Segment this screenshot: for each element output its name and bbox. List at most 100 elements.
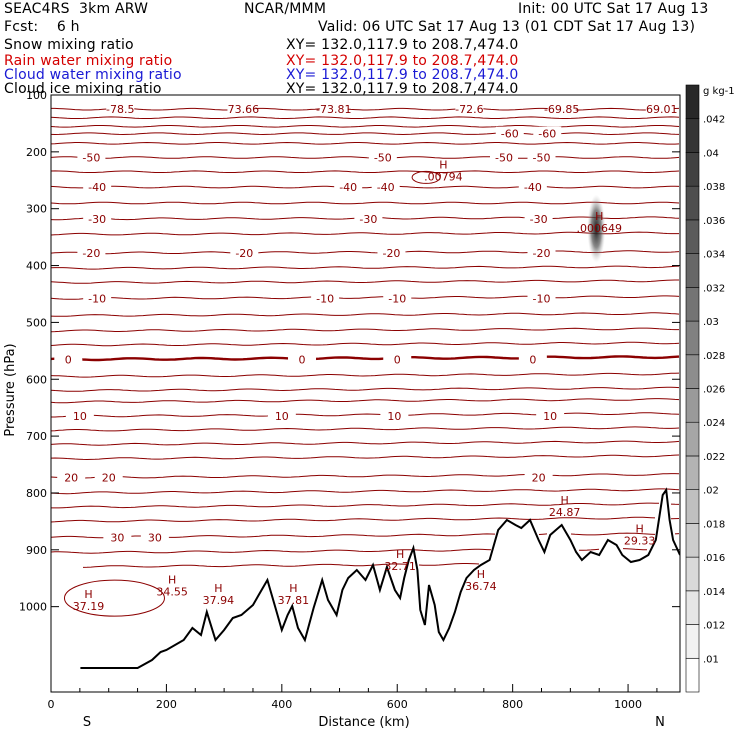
contour-label-bg: [106, 102, 135, 116]
contour-label: -78.5: [106, 103, 134, 116]
isotherm-665: [51, 412, 680, 418]
contour-label-bg: [319, 102, 348, 116]
contour-label-bg: [368, 150, 397, 164]
colorbar-swatch: [685, 489, 700, 524]
extremum-marker: H: [595, 210, 603, 223]
contour-label-bg: [65, 409, 94, 423]
y-tick-label: 900: [26, 544, 47, 557]
extremum-marker: H: [477, 568, 485, 581]
extremum-value: 32.71: [384, 560, 416, 573]
contour-label-bg: [518, 180, 547, 194]
contour-label: 30: [148, 531, 162, 544]
closed-contour: [411, 170, 441, 184]
contour-label: -20: [382, 247, 400, 260]
contour-label-bg: [645, 102, 674, 116]
contour-label-bg: [77, 150, 106, 164]
contour-label: 10: [275, 410, 289, 423]
contour-label: -30: [530, 213, 548, 226]
isotherm-620: [51, 386, 680, 392]
contour-label: -20: [235, 247, 253, 260]
isotherm-290: [51, 201, 680, 205]
terrain-line: [80, 487, 680, 669]
isotherm-210: [51, 156, 680, 159]
forecast-hour: Fcst: 6 h: [4, 19, 80, 35]
extremum-marker: H: [214, 582, 222, 595]
contour-label: -73.81: [316, 103, 351, 116]
extremum-marker: H: [289, 582, 297, 595]
isotherm-125: [51, 107, 680, 111]
init-time: Init: 00 UTC Sat 17 Aug 13: [518, 1, 709, 17]
contour-label-bg: [547, 102, 576, 116]
colorbar-swatch: [685, 421, 700, 457]
contour-label-bg: [383, 291, 412, 305]
contour-label: -40: [88, 181, 106, 194]
y-tick-label: 100: [26, 89, 47, 102]
isotherm-235: [51, 170, 680, 173]
contour-label-bg: [334, 180, 363, 194]
contour-label: 0: [65, 353, 72, 366]
isotherm-930: [82, 563, 480, 568]
colorbar: .01 .012 .014 .016 .018 .02 .022 .024 .026 .028 .0…: [685, 84, 725, 693]
colorbar-tick-label: .02: [703, 486, 719, 497]
colorbar-swatch: [685, 455, 700, 490]
contour-label: -72.6: [455, 103, 483, 116]
colorbar-swatch: [685, 556, 700, 592]
contour-label: -40: [524, 181, 542, 194]
contour-label-bg: [140, 530, 169, 544]
contour-label-bg: [83, 211, 112, 225]
contour-label: -20: [533, 247, 551, 260]
contour-label-bg: [54, 352, 83, 366]
colorbar-tick-label: .022: [703, 452, 725, 463]
contour-label: 10: [387, 410, 401, 423]
isotherm-515: [51, 327, 679, 333]
colorbar-tick-label: .016: [703, 553, 725, 564]
contour-label-bg: [311, 291, 340, 305]
contour-label-bg: [354, 211, 383, 225]
contour-label: -50: [82, 152, 100, 165]
field-name-cloud-ice: Cloud ice mixing ratio: [4, 81, 162, 97]
contour-label: -69.85: [544, 103, 579, 116]
contour-label-bg: [524, 470, 553, 484]
extremum-marker: H: [560, 494, 568, 507]
model-title: SEAC4RS 3km ARW: [4, 1, 149, 17]
isotherm-430: [51, 279, 679, 284]
contour-label: 0: [529, 353, 536, 366]
x-tick-label: 400: [271, 698, 292, 711]
isotherm-773: [51, 473, 680, 479]
contour-label: -40: [377, 181, 395, 194]
x-end-north: N: [655, 715, 665, 730]
contour-label-bg: [455, 102, 484, 116]
colorbar-swatch: [685, 118, 700, 153]
contour-label-bg: [371, 180, 400, 194]
contour-label-bg: [527, 291, 556, 305]
isotherm-740: [51, 454, 680, 461]
isotherm-185: [51, 141, 680, 145]
contour-label-bg: [57, 470, 86, 484]
contour-label: -10: [88, 293, 106, 306]
contour-label: -50: [495, 152, 513, 165]
plot-area: -78.5 -73.66 -73.81 -72.6 -69.85 -69.01 -60 -60…: [51, 102, 680, 692]
colorbar-swatch: [685, 84, 700, 120]
colorbar-swatch: [685, 287, 700, 322]
colorbar-tick-label: .036: [703, 216, 725, 227]
field-xy-rain: XY= 132.0,117.9 to 208.7,474.0: [286, 53, 519, 69]
colorbar-swatch: [685, 320, 700, 356]
contour-label: 10: [543, 410, 557, 423]
isotherm-565: [51, 355, 680, 362]
colorbar-tick-label: .024: [703, 418, 725, 429]
isotherm-640: [51, 398, 680, 404]
isotherm-458: [51, 295, 680, 300]
extremum-marker: H: [635, 522, 643, 535]
contour-label-bg: [380, 409, 409, 423]
cloud-ice-shading: [587, 194, 606, 263]
axes: 0 200 400 600 800 100010020030040050060070080…: [19, 89, 681, 711]
extremum-value: 36.74: [465, 580, 497, 593]
extremum-marker: H: [168, 574, 176, 587]
org-title: NCAR/MMM: [244, 1, 327, 17]
closed-contour: [63, 579, 165, 617]
colorbar-swatch: [685, 354, 700, 389]
contour-label-bg: [77, 246, 106, 260]
contour-label-bg: [527, 150, 556, 164]
colorbar-swatch: [685, 219, 700, 254]
